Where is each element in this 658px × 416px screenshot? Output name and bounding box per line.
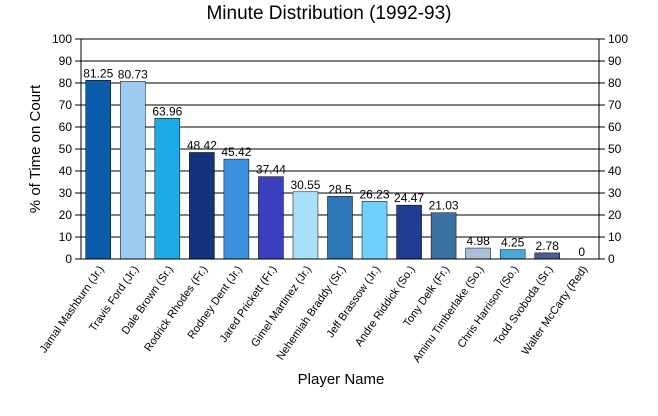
data-label-9: 26.23 <box>360 187 390 201</box>
data-label-2: 80.73 <box>118 67 148 81</box>
data-label-7: 30.55 <box>290 178 320 192</box>
bar-8 <box>327 196 353 260</box>
y-axis-right-ticks: 0 10 20 30 40 50 60 70 80 90 100 <box>608 32 628 266</box>
bar-1 <box>85 80 112 260</box>
x-tick-label-15: Walter McCarty (Red) <box>520 264 591 358</box>
x-tick-label-1: Jamal Mashburn (Jr.) <box>38 264 107 356</box>
data-label-5: 45.42 <box>221 145 251 159</box>
bars <box>85 80 560 260</box>
data-label-10: 24.47 <box>394 191 424 205</box>
y-tick-label-right: 20 <box>608 208 622 222</box>
y-tick-label-right: 30 <box>608 186 622 200</box>
y-tick-label-left: 10 <box>59 230 73 244</box>
y-tick-label-left: 0 <box>65 252 72 266</box>
x-tick-label-4: Rodrick Rhodes (Fr.) <box>142 264 210 354</box>
y-tick-label-left: 30 <box>59 186 73 200</box>
y-tick-label-right: 10 <box>608 230 622 244</box>
bar-7 <box>292 191 319 260</box>
y-tick-label-left: 50 <box>59 142 73 156</box>
bar-11 <box>430 212 457 260</box>
y-tick-label-right: 80 <box>608 76 622 90</box>
x-tick-label-8: Nehemiah Braddy (Sr.) <box>274 264 348 363</box>
y-tick-label-right: 0 <box>608 252 615 266</box>
y-tick-label-right: 60 <box>608 120 622 134</box>
data-label-14: 2.78 <box>536 239 560 253</box>
data-labels: 81.25 80.73 63.96 48.42 45.42 37.44 30.55 28.5 2… <box>83 66 585 259</box>
data-label-15: 0 <box>578 245 585 259</box>
bar-6 <box>258 176 284 260</box>
x-tick-label-13: Chris Harrison (So.) <box>456 264 522 350</box>
bar-4 <box>189 152 215 260</box>
bar-2 <box>120 81 146 260</box>
y-tick-label-left: 80 <box>59 76 73 90</box>
y-tick-label-left: 40 <box>59 164 73 178</box>
data-label-11: 21.03 <box>429 199 459 213</box>
bar-14 <box>534 252 560 260</box>
y-tick-label-right: 100 <box>608 32 628 46</box>
data-label-3: 63.96 <box>152 104 182 118</box>
x-tick-label-7: Gimel Martinez (Jr.) <box>249 264 314 349</box>
y-tick-label-left: 100 <box>52 32 72 46</box>
y-tick-label-left: 60 <box>59 120 73 134</box>
data-label-12: 4.98 <box>466 234 490 248</box>
axes <box>75 38 605 260</box>
data-label-1: 81.25 <box>83 66 113 80</box>
y-tick-label-left: 70 <box>59 98 73 112</box>
y-tick-label-right: 90 <box>608 54 622 68</box>
bar-13 <box>499 249 526 260</box>
x-axis-title: Player Name <box>298 371 385 388</box>
y-tick-label-right: 50 <box>608 142 622 156</box>
data-label-13: 4.25 <box>501 236 525 250</box>
bar-3 <box>154 118 181 260</box>
bar-5 <box>223 158 250 260</box>
y-axis-title: % of Time on Court <box>27 84 44 213</box>
bar-10 <box>396 204 422 260</box>
chart-title: Minute Distribution (1992-93) <box>206 3 451 24</box>
y-axis-left-ticks: 0 10 20 30 40 50 60 70 80 90 100 <box>52 32 72 266</box>
x-tick-label-10: Andre Riddick (So.) <box>353 264 418 349</box>
data-label-8: 28.5 <box>328 182 352 196</box>
bar-12 <box>465 247 491 260</box>
data-label-4: 48.42 <box>187 138 217 152</box>
x-axis-category-labels: Jamal Mashburn (Jr.)Travis Ford (Jr.)Dal… <box>38 264 591 365</box>
y-tick-label-left: 20 <box>59 208 73 222</box>
y-tick-label-right: 70 <box>608 98 622 112</box>
data-label-6: 37.44 <box>256 163 286 177</box>
y-tick-label-right: 40 <box>608 164 622 178</box>
bar-9 <box>361 201 388 260</box>
y-tick-label-left: 90 <box>59 54 73 68</box>
